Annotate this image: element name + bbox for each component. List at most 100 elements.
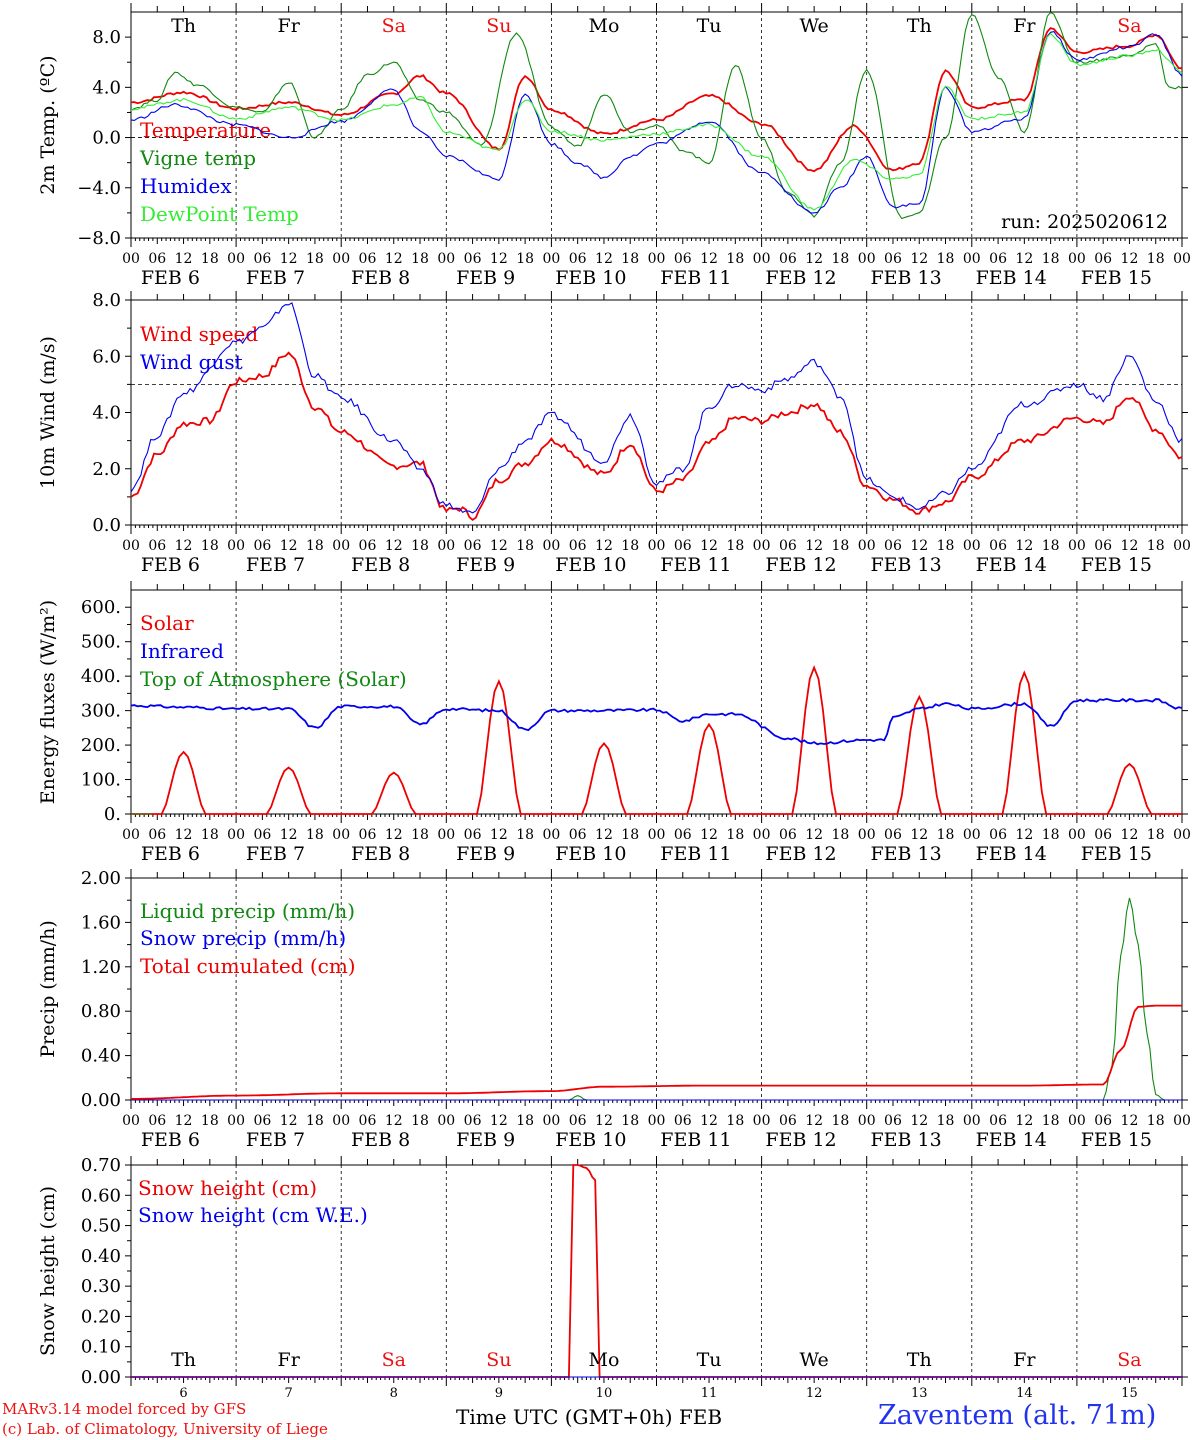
day-number-label: 9 — [495, 1386, 503, 1400]
hour-tick-label: 00 — [858, 251, 876, 267]
y-tick-label: 8.0 — [92, 27, 121, 48]
hour-tick-label: 18 — [516, 251, 534, 267]
hour-tick-label: 12 — [1015, 251, 1033, 267]
hour-tick-label: 12 — [1121, 827, 1139, 843]
hour-tick-label: 18 — [832, 251, 850, 267]
hour-tick-label: 00 — [963, 1113, 981, 1129]
hour-tick-label: 06 — [148, 827, 166, 843]
series-line-humidex — [130, 30, 1183, 214]
y-tick-label: 0.0 — [92, 128, 121, 149]
y-tick-label: 400. — [81, 666, 121, 687]
hour-tick-label: 18 — [832, 827, 850, 843]
hour-tick-label: 00 — [542, 827, 560, 843]
hour-tick-label: 06 — [1094, 538, 1112, 554]
hour-tick-label: 18 — [201, 251, 219, 267]
hour-tick-label: 18 — [306, 1113, 324, 1129]
hour-tick-label: 06 — [674, 827, 692, 843]
y-tick-label: 4.0 — [92, 77, 121, 98]
hour-tick-label: 06 — [464, 827, 482, 843]
weekday-label: Fr — [278, 15, 301, 37]
hour-tick-label: 18 — [1147, 538, 1165, 554]
hour-tick-label: 12 — [910, 827, 928, 843]
hour-tick-label: 18 — [621, 251, 639, 267]
y-tick-label: 4.0 — [92, 403, 121, 424]
hour-tick-label: 18 — [937, 538, 955, 554]
hour-tick-label: 12 — [175, 1113, 193, 1129]
hour-tick-label: 06 — [779, 251, 797, 267]
y-tick-label: 2.00 — [81, 868, 121, 889]
weekday-label: Su — [486, 15, 511, 37]
date-label: FEB 12 — [765, 1129, 836, 1151]
weekday-label: Th — [171, 1349, 196, 1371]
date-label: FEB 11 — [660, 1129, 731, 1151]
y-tick-label: 100. — [81, 770, 121, 791]
hour-tick-label: 18 — [937, 1113, 955, 1129]
hour-tick-label: 00 — [122, 827, 140, 843]
date-label: FEB 10 — [555, 843, 626, 865]
hour-tick-label: 06 — [148, 538, 166, 554]
hour-tick-label: 00 — [648, 251, 666, 267]
y-tick-label: 0.30 — [81, 1276, 121, 1297]
weekday-label: Th — [907, 15, 932, 37]
hour-tick-label: 06 — [779, 827, 797, 843]
hour-tick-label: 18 — [306, 251, 324, 267]
y-tick-label: 0.50 — [81, 1216, 121, 1237]
hour-tick-label: 12 — [1015, 538, 1033, 554]
hour-tick-label: 00 — [648, 1113, 666, 1129]
legend-entry: Solar — [140, 611, 194, 635]
hour-tick-label: 00 — [1173, 251, 1191, 267]
date-label: FEB 14 — [976, 1129, 1047, 1151]
hour-tick-label: 18 — [516, 538, 534, 554]
hour-tick-label: 12 — [700, 538, 718, 554]
hour-tick-label: 00 — [437, 827, 455, 843]
series-line-temperature — [130, 27, 1183, 173]
hour-tick-label: 06 — [1094, 1113, 1112, 1129]
hour-tick-label: 00 — [648, 538, 666, 554]
hour-tick-label: 18 — [1147, 1113, 1165, 1129]
hour-tick-label: 06 — [569, 827, 587, 843]
y-tick-label: 300. — [81, 701, 121, 722]
date-label: FEB 7 — [246, 1129, 305, 1151]
hour-tick-label: 00 — [753, 1113, 771, 1129]
date-label: FEB 9 — [456, 554, 515, 576]
hour-tick-label: 12 — [385, 827, 403, 843]
hour-tick-label: 18 — [306, 827, 324, 843]
hour-tick-label: 00 — [542, 538, 560, 554]
hour-tick-label: 00 — [332, 1113, 350, 1129]
hour-tick-label: 12 — [805, 1113, 823, 1129]
y-tick-label: 2.0 — [92, 459, 121, 480]
hour-tick-label: 06 — [148, 1113, 166, 1129]
weekday-label: Mo — [588, 1349, 619, 1371]
hour-tick-label: 06 — [464, 538, 482, 554]
hour-tick-label: 12 — [595, 827, 613, 843]
station-name: Zaventem (alt. 71m) — [878, 1400, 1157, 1431]
hour-tick-label: 18 — [411, 827, 429, 843]
hour-tick-label: 18 — [832, 1113, 850, 1129]
legend-entry: Liquid precip (mm/h) — [140, 899, 355, 923]
hour-tick-label: 00 — [1068, 827, 1086, 843]
hour-tick-label: 00 — [437, 538, 455, 554]
x-axis-month: FEB — [678, 1405, 723, 1429]
hour-tick-label: 18 — [201, 1113, 219, 1129]
day-number-label: 15 — [1121, 1386, 1138, 1400]
y-tick-label: 0.70 — [81, 1155, 121, 1176]
hour-tick-label: 00 — [437, 1113, 455, 1129]
weekday-label: Th — [907, 1349, 932, 1371]
series-line-total-cumulated-cm- — [131, 1004, 1182, 1100]
hour-tick-label: 12 — [700, 1113, 718, 1129]
weekday-label: Sa — [1117, 15, 1141, 37]
hour-tick-label: 00 — [648, 827, 666, 843]
hour-tick-label: 12 — [280, 251, 298, 267]
day-number-label: 10 — [596, 1386, 613, 1400]
y-tick-label: 200. — [81, 735, 121, 756]
hour-tick-label: 06 — [1094, 251, 1112, 267]
hour-tick-label: 12 — [490, 1113, 508, 1129]
weekday-label: Fr — [278, 1349, 301, 1371]
hour-tick-label: 12 — [700, 827, 718, 843]
y-tick-label: 0.00 — [81, 1367, 121, 1388]
hour-tick-label: 18 — [411, 251, 429, 267]
hour-tick-label: 00 — [858, 827, 876, 843]
hour-tick-label: 00 — [332, 251, 350, 267]
day-number-label: 8 — [390, 1386, 398, 1400]
hour-tick-label: 12 — [805, 827, 823, 843]
